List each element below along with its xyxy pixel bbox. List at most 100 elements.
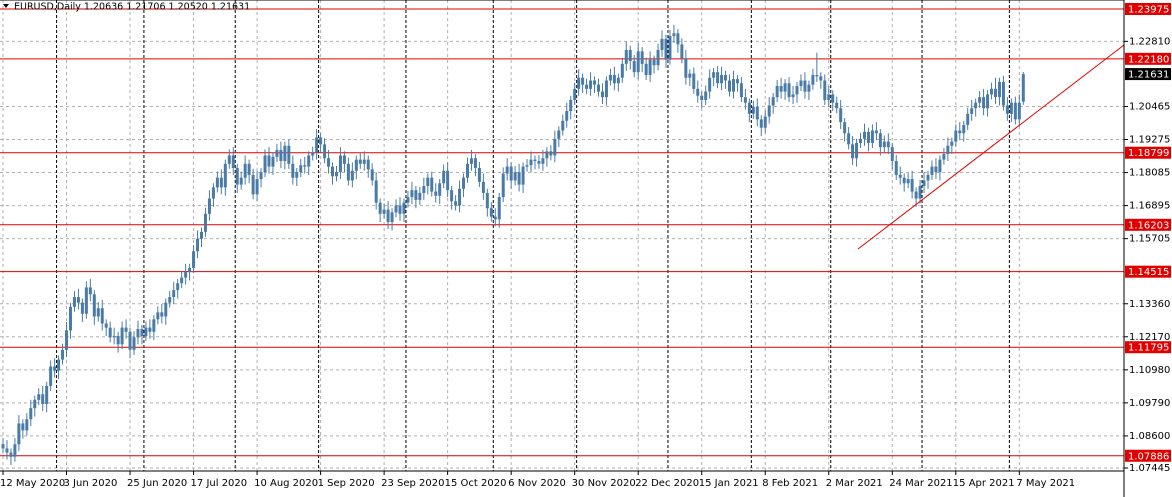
- candle-body: [49, 366, 53, 386]
- candle-body: [839, 108, 843, 123]
- candle-body: [68, 306, 72, 331]
- x-tick-label: 1 Sep 2020: [318, 478, 375, 489]
- candle-body: [513, 172, 517, 181]
- candle-body: [581, 77, 585, 85]
- x-tick-label: 7 May 2021: [1016, 478, 1075, 489]
- candle-body: [76, 297, 80, 303]
- candle-body: [267, 155, 271, 167]
- candle-body: [303, 165, 307, 167]
- x-tick-label: 8 Feb 2021: [762, 478, 818, 489]
- y-tick-label: 1.08600: [1129, 431, 1170, 442]
- level-label: 1.14515: [1128, 267, 1169, 278]
- candle-body: [700, 95, 704, 100]
- level-label-box: [1125, 52, 1171, 65]
- candle-body: [196, 238, 200, 252]
- candle-body: [787, 83, 791, 98]
- x-tick-label: 23 Sep 2020: [381, 478, 444, 489]
- candle-body: [1, 444, 5, 449]
- candle-body: [874, 130, 878, 134]
- candle-body: [501, 173, 505, 198]
- candle-body: [140, 329, 144, 336]
- candle-body: [100, 308, 104, 324]
- candle-body: [739, 83, 743, 98]
- candle-body: [708, 77, 712, 92]
- candle-body: [319, 137, 323, 145]
- candle-body: [227, 155, 231, 164]
- candle-body: [323, 144, 327, 159]
- candle-body: [156, 312, 160, 320]
- candle-body: [497, 197, 501, 220]
- candle-body: [334, 172, 338, 177]
- candle-body: [481, 181, 485, 193]
- candle-body: [311, 152, 315, 156]
- candle-body: [450, 190, 454, 202]
- candle-body: [620, 63, 624, 78]
- candle-body: [731, 79, 735, 92]
- candle-body: [974, 102, 978, 109]
- candle-body: [283, 145, 287, 162]
- candle-body: [811, 74, 815, 85]
- candle-body: [9, 452, 13, 457]
- candle-body: [489, 208, 493, 217]
- level-label-box: [1125, 265, 1171, 278]
- candle-body: [112, 335, 116, 338]
- candle-body: [65, 330, 69, 350]
- candle-body: [573, 88, 577, 100]
- candle-body: [918, 186, 922, 199]
- candle-body: [997, 81, 1001, 98]
- candle-body: [132, 337, 136, 350]
- candle-body: [172, 290, 176, 298]
- candle-body: [628, 49, 632, 62]
- candle-body: [362, 159, 366, 164]
- candle-body: [525, 165, 529, 167]
- candle-body: [565, 111, 569, 121]
- y-tick-label: 1.15705: [1129, 234, 1170, 245]
- candle-body: [922, 180, 926, 187]
- candle-body: [954, 130, 958, 142]
- level-label-box: [1125, 2, 1171, 15]
- candle-body: [1017, 102, 1021, 120]
- level-label: 1.07886: [1128, 451, 1169, 462]
- level-label-box: [1125, 341, 1171, 354]
- candle-body: [656, 49, 660, 66]
- candle-body: [446, 170, 450, 191]
- candle-body: [92, 294, 96, 317]
- candle-body: [819, 76, 823, 81]
- candle-body: [990, 88, 994, 95]
- candle-body: [255, 179, 259, 195]
- x-tick-label: 22 Dec 2020: [635, 478, 699, 489]
- candle-body: [406, 197, 410, 203]
- candle-body: [894, 161, 898, 175]
- candle-body: [338, 155, 342, 173]
- candle-body: [692, 73, 696, 89]
- candle-body: [815, 74, 819, 77]
- candle-body: [104, 323, 108, 328]
- candle-body: [382, 209, 386, 214]
- candle-body: [53, 366, 57, 371]
- candle-body: [13, 444, 17, 457]
- level-label-box: [1125, 218, 1171, 231]
- candle-body: [1001, 81, 1005, 106]
- candle-body: [743, 97, 747, 103]
- candle-body: [632, 61, 636, 73]
- candle-body: [807, 84, 811, 92]
- candle-body: [192, 251, 196, 268]
- candle-body: [938, 159, 942, 173]
- y-tick-label: 1.19275: [1129, 135, 1170, 146]
- candle-body: [366, 159, 370, 170]
- y-tick-label: 1.09790: [1129, 398, 1170, 409]
- level-label-box: [1125, 449, 1171, 462]
- candle-body: [589, 80, 593, 89]
- candle-body: [120, 327, 124, 345]
- candle-body: [485, 192, 489, 209]
- candle-body: [672, 33, 676, 37]
- candle-body: [970, 108, 974, 114]
- y-tick-label: 1.18085: [1129, 168, 1170, 179]
- candle-body: [25, 419, 29, 431]
- candle-body: [569, 99, 573, 112]
- candle-body: [1021, 74, 1025, 102]
- level-label-box: [1125, 146, 1171, 159]
- candle-body: [454, 201, 458, 206]
- candle-body: [716, 72, 720, 84]
